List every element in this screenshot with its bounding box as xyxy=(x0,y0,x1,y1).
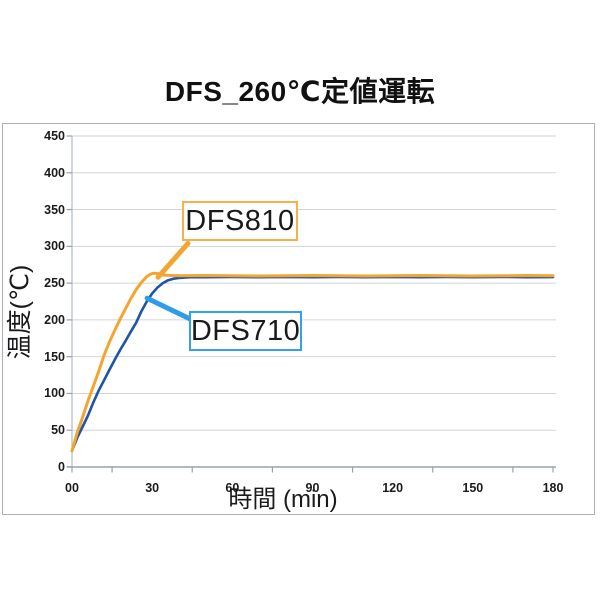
x-tick-label-60: 60 xyxy=(225,481,240,495)
y-tick-label-150: 150 xyxy=(44,349,65,364)
x-tick-label-150: 150 xyxy=(462,481,484,495)
callout-leader-dfs710 xyxy=(144,295,195,323)
series-line-dfs710 xyxy=(70,275,555,453)
y-tick-label-450: 450 xyxy=(44,129,65,143)
y-tick-label-250: 250 xyxy=(44,276,65,291)
y-tick-label-100: 100 xyxy=(44,386,65,401)
x-tick-label-120: 120 xyxy=(382,481,404,495)
y-tick-label-50: 50 xyxy=(51,423,65,438)
y-tick-label-0: 0 xyxy=(58,460,65,474)
callout-dfs810: DFS810 xyxy=(182,201,298,241)
y-tick-label-300: 300 xyxy=(44,239,65,254)
x-tick-label-180: 180 xyxy=(542,481,564,495)
callout-leader-dfs810 xyxy=(155,240,191,280)
callout-dfs710: DFS710 xyxy=(189,311,302,351)
x-tick-label-30: 30 xyxy=(145,481,160,495)
series-line-dfs810 xyxy=(70,271,555,453)
callout-dfs710-label: DFS710 xyxy=(190,314,301,347)
x-axis-title: 時間 (min) xyxy=(228,486,338,513)
x-tick-label-90: 90 xyxy=(305,481,320,495)
chart-title: DFS_260℃定値運転 xyxy=(164,76,436,107)
y-tick-label-400: 400 xyxy=(44,165,65,180)
callout-dfs810-label: DFS810 xyxy=(185,204,295,237)
x-tick-label-00: 00 xyxy=(65,481,79,495)
y-tick-label-200: 200 xyxy=(44,312,65,327)
y-tick-label-350: 350 xyxy=(44,202,65,217)
